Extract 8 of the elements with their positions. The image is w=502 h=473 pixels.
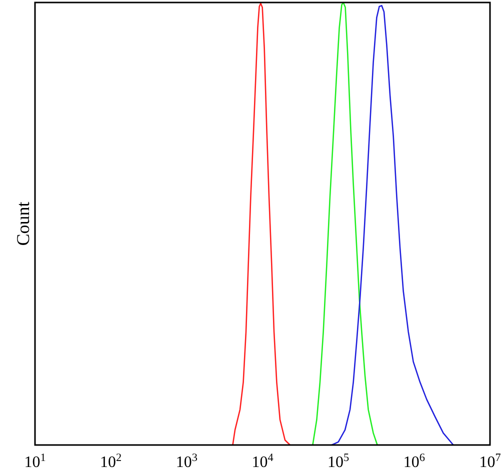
x-tick-label: 10$^{7}$ — [479, 452, 502, 471]
x-tick-label: 10$^{2}$ — [100, 452, 122, 471]
x-tick-label: 10$^{5}$ — [328, 452, 350, 471]
x-tick-label: 10$^{4}$ — [252, 452, 274, 471]
x-tick-label: 10$^{1}$ — [24, 452, 46, 471]
y-axis-title: Count — [13, 202, 33, 246]
x-tick-label: 10$^{3}$ — [176, 452, 198, 471]
x-tick-label: 10$^{6}$ — [403, 452, 426, 471]
